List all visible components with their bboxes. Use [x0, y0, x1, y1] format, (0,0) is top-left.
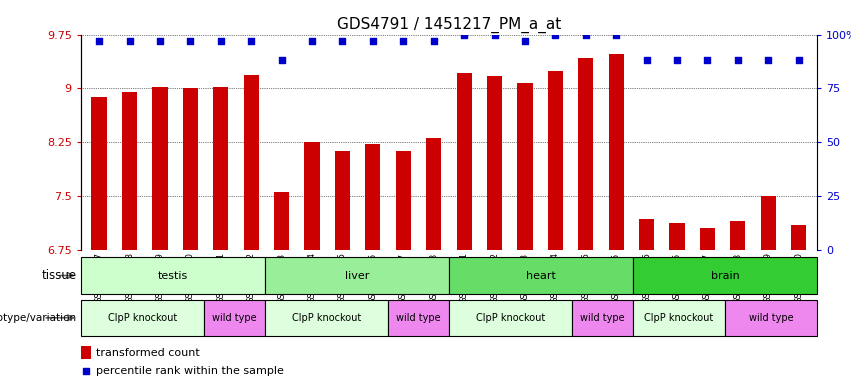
- Bar: [387, 300, 449, 336]
- Text: ClpP knockout: ClpP knockout: [644, 313, 713, 323]
- Bar: [700, 228, 715, 250]
- Title: GDS4791 / 1451217_PM_a_at: GDS4791 / 1451217_PM_a_at: [337, 17, 561, 33]
- Bar: [203, 300, 265, 336]
- Bar: [396, 151, 411, 250]
- Point: [79, 367, 93, 374]
- Text: wild type: wild type: [212, 313, 256, 323]
- Point: [335, 38, 349, 44]
- Text: wild type: wild type: [749, 313, 793, 323]
- Bar: [608, 54, 624, 250]
- Point: [306, 38, 319, 44]
- Bar: [761, 196, 776, 250]
- Bar: [81, 346, 92, 359]
- Bar: [122, 92, 137, 250]
- Bar: [213, 87, 228, 250]
- Bar: [633, 257, 817, 294]
- Bar: [517, 83, 533, 250]
- Point: [427, 38, 441, 44]
- Bar: [81, 300, 203, 336]
- Bar: [183, 88, 198, 250]
- Bar: [456, 73, 471, 250]
- Bar: [633, 300, 725, 336]
- Point: [671, 57, 684, 63]
- Bar: [578, 58, 593, 250]
- Bar: [639, 219, 654, 250]
- Bar: [305, 142, 320, 250]
- Text: wild type: wild type: [396, 313, 441, 323]
- Bar: [548, 71, 563, 250]
- Bar: [730, 221, 745, 250]
- Point: [609, 31, 623, 38]
- Point: [397, 38, 410, 44]
- Bar: [152, 87, 168, 250]
- Point: [700, 57, 714, 63]
- Point: [275, 57, 288, 63]
- Bar: [791, 225, 806, 250]
- Point: [184, 38, 197, 44]
- Bar: [274, 192, 289, 250]
- Point: [488, 31, 501, 38]
- Bar: [487, 76, 502, 250]
- Bar: [81, 257, 265, 294]
- Bar: [448, 257, 633, 294]
- Bar: [243, 75, 259, 250]
- Text: wild type: wild type: [580, 313, 625, 323]
- Point: [549, 31, 563, 38]
- Bar: [334, 151, 350, 250]
- Point: [762, 57, 775, 63]
- Point: [731, 57, 745, 63]
- Text: testis: testis: [157, 270, 188, 281]
- Text: brain: brain: [711, 270, 740, 281]
- Text: ClpP knockout: ClpP knockout: [292, 313, 361, 323]
- Text: liver: liver: [345, 270, 369, 281]
- Bar: [572, 300, 633, 336]
- Point: [640, 57, 654, 63]
- Point: [123, 38, 136, 44]
- Bar: [92, 97, 106, 250]
- Text: ClpP knockout: ClpP knockout: [476, 313, 545, 323]
- Point: [366, 38, 380, 44]
- Text: percentile rank within the sample: percentile rank within the sample: [95, 366, 283, 376]
- Bar: [725, 300, 817, 336]
- Point: [153, 38, 167, 44]
- Text: transformed count: transformed count: [95, 348, 199, 358]
- Bar: [365, 144, 380, 250]
- Text: tissue: tissue: [42, 269, 77, 282]
- Point: [244, 38, 258, 44]
- Point: [457, 31, 471, 38]
- Point: [518, 38, 532, 44]
- Text: ClpP knockout: ClpP knockout: [107, 313, 177, 323]
- Bar: [448, 300, 572, 336]
- Bar: [426, 139, 442, 250]
- Bar: [670, 223, 685, 250]
- Text: genotype/variation: genotype/variation: [0, 313, 77, 323]
- Point: [579, 31, 592, 38]
- Bar: [265, 300, 387, 336]
- Text: heart: heart: [526, 270, 556, 281]
- Point: [92, 38, 106, 44]
- Bar: [265, 257, 448, 294]
- Point: [214, 38, 227, 44]
- Point: [792, 57, 806, 63]
